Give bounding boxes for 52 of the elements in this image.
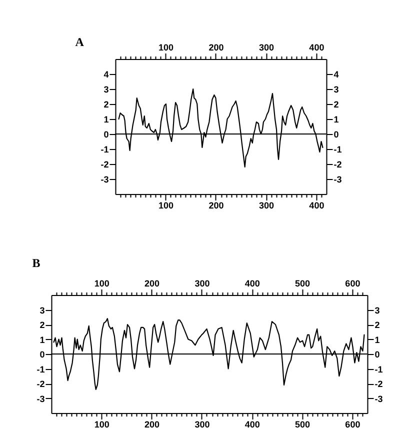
y2-tick-label: 2 (334, 100, 339, 110)
y2-tick-label: -3 (334, 174, 342, 184)
x2-tick-label: 400 (309, 42, 324, 52)
x2-tick-label: 300 (258, 42, 274, 52)
x-tick-label: 600 (345, 420, 360, 430)
y-tick-label: -1 (36, 364, 45, 374)
y-tick-label: 3 (104, 84, 109, 94)
x2-tick-label: 200 (208, 42, 224, 52)
x2-tick-label: 300 (194, 278, 210, 288)
chart-title: A (75, 35, 84, 49)
y-tick-label: 0 (40, 350, 45, 360)
x2-tick-label: 400 (244, 278, 260, 288)
x-tick-label: 100 (94, 420, 110, 430)
y2-tick-label: -1 (374, 364, 383, 374)
x2-tick-label: 500 (295, 278, 310, 288)
x2-tick-label: 100 (158, 42, 174, 52)
x-tick-label: 500 (295, 420, 310, 430)
y2-tick-label: 1 (334, 114, 339, 124)
y-tick-label: -1 (100, 144, 109, 154)
x-tick-label: 300 (194, 420, 210, 430)
x-tick-label: 200 (208, 200, 224, 210)
x2-tick-label: 200 (144, 278, 160, 288)
y-tick-label: 4 (104, 70, 109, 80)
y2-tick-label: 4 (334, 70, 339, 80)
y-tick-label: 1 (40, 334, 45, 345)
y2-tick-label: 1 (374, 334, 380, 345)
chart-title: B (32, 256, 40, 270)
x-tick-label: 100 (158, 200, 174, 210)
y2-tick-label: -3 (374, 394, 383, 404)
y-tick-label: 3 (40, 305, 45, 316)
y2-tick-label: -1 (334, 144, 342, 154)
x-tick-label: 400 (244, 420, 260, 430)
y2-tick-label: 3 (334, 84, 339, 94)
y-tick-label: -2 (36, 379, 45, 389)
y-tick-label: 2 (40, 320, 45, 330)
y-tick-label: 0 (104, 130, 109, 140)
y2-tick-label: -2 (374, 379, 383, 389)
y2-tick-label: 3 (374, 305, 380, 316)
y2-tick-label: 0 (334, 130, 339, 140)
y-tick-label: -3 (36, 394, 45, 404)
x-tick-label: 300 (258, 200, 274, 210)
x2-tick-label: 600 (345, 278, 360, 288)
y-tick-label: 2 (104, 100, 109, 110)
x-tick-label: 400 (309, 200, 324, 210)
y2-tick-label: 2 (374, 320, 380, 330)
y2-tick-label: 0 (374, 350, 380, 360)
y-tick-label: -3 (100, 174, 109, 184)
y2-tick-label: -2 (334, 160, 342, 170)
x-tick-label: 200 (144, 420, 160, 430)
y-tick-label: -2 (100, 160, 109, 170)
y-tick-label: 1 (104, 114, 109, 124)
x2-tick-label: 100 (94, 278, 110, 288)
